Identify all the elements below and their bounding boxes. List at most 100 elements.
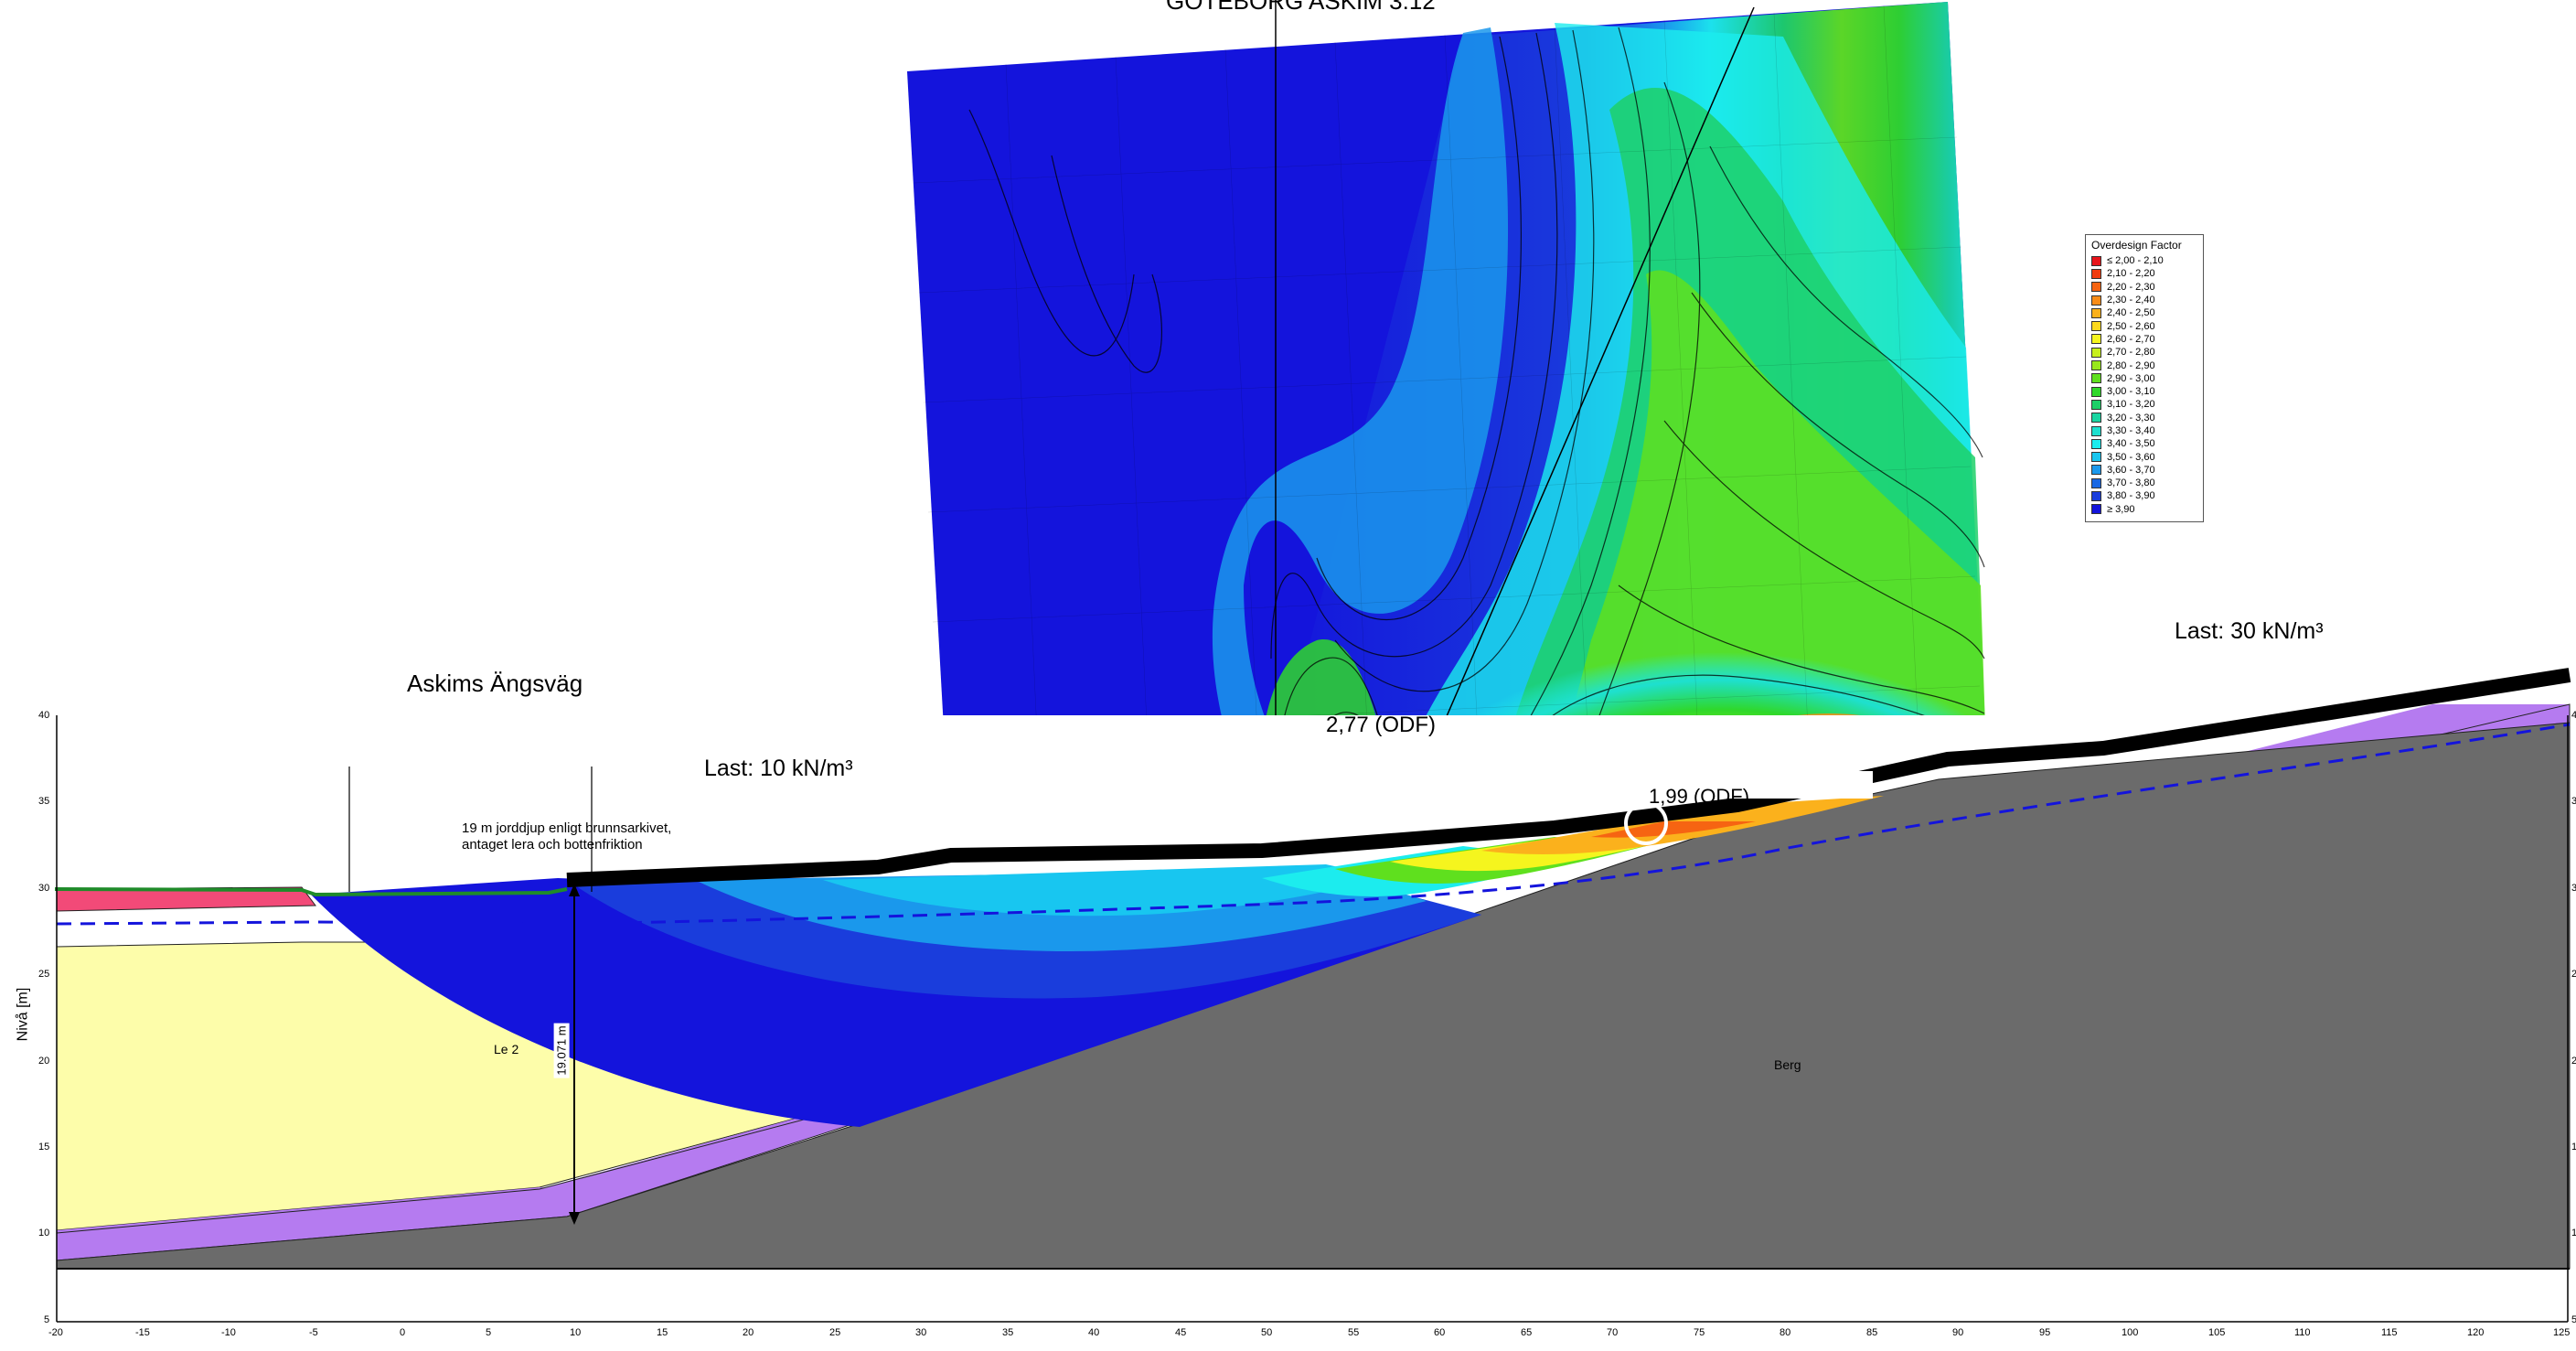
legend-label: 3,00 - 3,10 xyxy=(2107,386,2155,398)
x-tick-label: 50 xyxy=(1261,1327,1273,1338)
y-tick-label: 15 xyxy=(38,1142,50,1153)
legend-label: ≥ 3,90 xyxy=(2107,503,2135,515)
legend-label: 2,20 - 2,30 xyxy=(2107,281,2155,293)
x-tick-label: 60 xyxy=(1434,1327,1446,1338)
legend-item: 3,10 - 3,20 xyxy=(2091,398,2197,411)
legend-item: 2,50 - 2,60 xyxy=(2091,319,2197,332)
x-tick-label: 45 xyxy=(1175,1327,1187,1338)
x-tick-label: 110 xyxy=(2294,1327,2311,1338)
x-tick-label: 80 xyxy=(1780,1327,1791,1338)
legend-label: 2,80 - 2,90 xyxy=(2107,359,2155,371)
legend-label: 3,50 - 3,60 xyxy=(2107,451,2155,463)
legend-swatch xyxy=(2091,360,2101,371)
y-tick-label: 35 xyxy=(38,796,50,807)
legend-label: 2,10 - 2,20 xyxy=(2107,268,2155,280)
legend-label: 2,60 - 2,70 xyxy=(2107,333,2155,345)
legend-items: ≤ 2,00 - 2,10 2,10 - 2,20 2,20 - 2,30 2,30 … xyxy=(2091,254,2197,516)
x-tick-label: -5 xyxy=(309,1327,318,1338)
x-tick-label: 85 xyxy=(1866,1327,1878,1338)
y-tick-label-right: 10 xyxy=(2571,1228,2576,1238)
x-tick-label: 30 xyxy=(915,1327,927,1338)
legend-item: 3,00 - 3,10 xyxy=(2091,385,2197,398)
legend-item: 3,20 - 3,30 xyxy=(2091,412,2197,424)
legend-item: 2,60 - 2,70 xyxy=(2091,333,2197,346)
legend-item: ≥ 3,90 xyxy=(2091,503,2197,516)
legend-swatch xyxy=(2091,477,2101,488)
legend-item: 3,40 - 3,50 xyxy=(2091,437,2197,450)
load-left-label: Last: 10 kN/m³ xyxy=(704,756,853,781)
x-tick-label: 55 xyxy=(1348,1327,1360,1338)
load-right-label: Last: 30 kN/m³ xyxy=(2175,618,2324,644)
x-axis: -20 -15 -10 -5 0 5 10 15 20 25 30 35 40 … xyxy=(0,1327,2576,1346)
legend-swatch xyxy=(2091,373,2101,384)
legend-swatch xyxy=(2091,504,2101,515)
soil-note-line-1: 19 m jorddjup enligt brunnsarkivet, xyxy=(462,820,672,836)
x-tick-label: -10 xyxy=(221,1327,236,1338)
odf-second-label: 2,77 (ODF) xyxy=(1326,713,1437,737)
x-tick-label: 35 xyxy=(1002,1327,1014,1338)
legend-label: 2,70 - 2,80 xyxy=(2107,347,2155,359)
legend-label: 3,30 - 3,40 xyxy=(2107,425,2155,436)
legend-item: 2,30 - 2,40 xyxy=(2091,294,2197,306)
legend-swatch xyxy=(2091,255,2101,266)
legend-item: 2,10 - 2,20 xyxy=(2091,267,2197,280)
x-tick-label: 75 xyxy=(1694,1327,1705,1338)
soil-note: 19 m jorddjup enligt brunnsarkivet, anta… xyxy=(462,820,671,853)
x-tick-label: 5 xyxy=(486,1327,492,1338)
x-tick-label: 15 xyxy=(657,1327,668,1338)
x-tick-label: 95 xyxy=(2039,1327,2051,1338)
odf-min-label: 1,99 (ODF) xyxy=(1649,785,1750,808)
legend-label: ≤ 2,00 - 2,10 xyxy=(2107,255,2164,267)
legend-item: 2,20 - 2,30 xyxy=(2091,281,2197,294)
legend-swatch xyxy=(2091,452,2101,463)
y-tick-label-right: 35 xyxy=(2571,796,2576,807)
legend-swatch xyxy=(2091,490,2101,501)
legend-item: 3,80 - 3,90 xyxy=(2091,489,2197,502)
legend-item: 3,70 - 3,80 xyxy=(2091,477,2197,489)
odf-legend: Overdesign Factor ≤ 2,00 - 2,10 2,10 - 2,… xyxy=(2085,234,2204,522)
y-tick-label: 30 xyxy=(38,883,50,894)
legend-swatch xyxy=(2091,334,2101,345)
y-tick-label: 10 xyxy=(38,1228,50,1238)
x-tick-label: -20 xyxy=(48,1327,63,1338)
legend-label: 3,70 - 3,80 xyxy=(2107,477,2155,489)
y-tick-label: 5 xyxy=(44,1314,50,1325)
y-axis-title: Nivå [m] xyxy=(15,987,31,1042)
cross-section xyxy=(54,668,2571,1322)
x-tick-label: 115 xyxy=(2381,1327,2398,1338)
x-tick-label: 10 xyxy=(570,1327,582,1338)
road-label: Askims Ängsväg xyxy=(407,670,583,697)
legend-swatch xyxy=(2091,438,2101,449)
x-tick-label: 90 xyxy=(1952,1327,1964,1338)
y-tick-label-right: 15 xyxy=(2571,1142,2576,1153)
legend-label: 3,60 - 3,70 xyxy=(2107,464,2155,476)
legend-label: 2,50 - 2,60 xyxy=(2107,320,2155,332)
legend-label: 2,30 - 2,40 xyxy=(2107,295,2155,306)
y-tick-label-right: 30 xyxy=(2571,883,2576,894)
y-tick-label: 40 xyxy=(38,710,50,721)
x-tick-label: 105 xyxy=(2208,1327,2226,1338)
x-tick-label: 70 xyxy=(1607,1327,1619,1338)
legend-swatch xyxy=(2091,295,2101,306)
legend-swatch xyxy=(2091,321,2101,332)
legend-swatch xyxy=(2091,307,2101,318)
x-tick-label: 25 xyxy=(829,1327,841,1338)
soil-note-line-2: antaget lera och bottenfriktion xyxy=(462,837,643,852)
legend-swatch xyxy=(2091,268,2101,279)
x-tick-label: 65 xyxy=(1521,1327,1533,1338)
y-tick-label-right: 40 xyxy=(2571,710,2576,721)
legend-item: 2,40 - 2,50 xyxy=(2091,306,2197,319)
x-tick-label: 125 xyxy=(2553,1327,2571,1338)
plot-frame xyxy=(56,715,2569,1323)
legend-swatch xyxy=(2091,282,2101,293)
legend-item: 2,80 - 2,90 xyxy=(2091,359,2197,371)
legend-swatch xyxy=(2091,386,2101,397)
layer-rock-label: Berg xyxy=(1774,1057,1801,1072)
legend-item: 3,50 - 3,60 xyxy=(2091,450,2197,463)
y-tick-label-right: 25 xyxy=(2571,969,2576,980)
diagram-title: GÖTEBORG ASKIM 3:12 xyxy=(1166,0,1436,15)
x-tick-label: 20 xyxy=(743,1327,754,1338)
x-tick-label: 40 xyxy=(1088,1327,1100,1338)
legend-item: 3,60 - 3,70 xyxy=(2091,464,2197,477)
